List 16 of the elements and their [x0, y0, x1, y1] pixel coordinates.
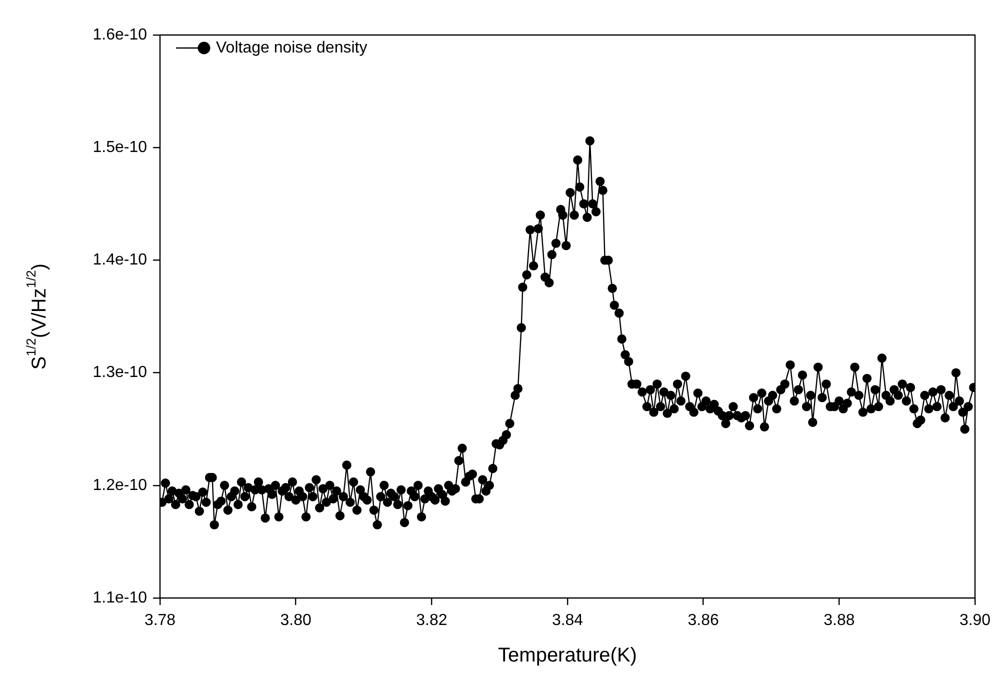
x-tick-label: 3.82: [416, 612, 448, 630]
y-tick-label: 1.5e-10: [92, 139, 148, 156]
x-tick-label: 3.90: [959, 612, 991, 630]
x-tick-label: 3.86: [688, 612, 720, 630]
y-tick-label: 1.1e-10: [92, 589, 148, 606]
y-tick-label: 1.4e-10: [92, 252, 148, 269]
y-tick-label: 1.2e-10: [92, 476, 148, 494]
y-axis-title: S1/2(V/Hz1/2): [24, 263, 51, 370]
legend-label: Voltage noise density: [216, 39, 368, 56]
y-tick-label: 1.6e-10: [92, 26, 148, 44]
x-tick-label: 3.84: [552, 612, 584, 630]
x-tick-label: 3.88: [824, 612, 855, 630]
x-tick-label: 3.78: [144, 612, 176, 630]
x-tick-label: 3.80: [280, 612, 312, 630]
x-axis-title: Temperature(K): [498, 644, 637, 667]
y-tick-label: 1.3e-10: [92, 364, 148, 382]
